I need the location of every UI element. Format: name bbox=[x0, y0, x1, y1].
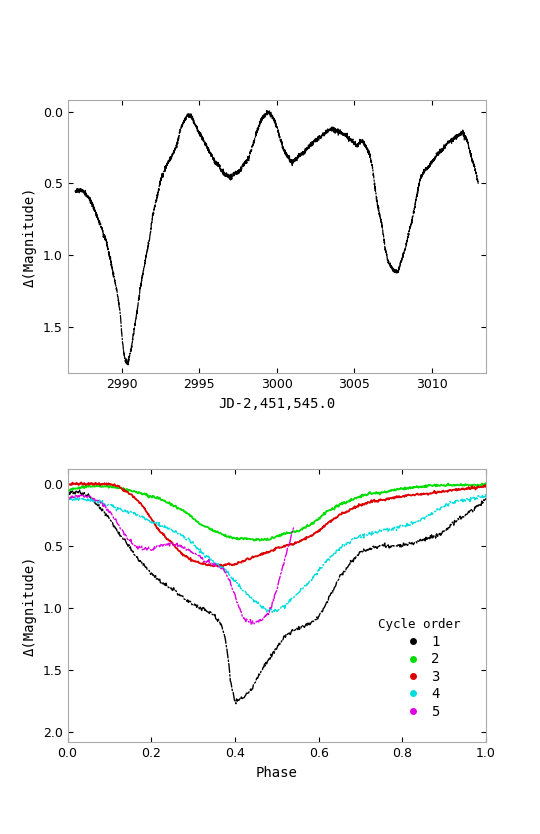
X-axis label: Phase: Phase bbox=[256, 766, 298, 780]
Y-axis label: Δ(Magnitude): Δ(Magnitude) bbox=[23, 555, 37, 656]
X-axis label: JD-2,451,545.0: JD-2,451,545.0 bbox=[218, 397, 335, 411]
Y-axis label: Δ(Magnitude): Δ(Magnitude) bbox=[23, 187, 37, 287]
Legend: 1, 2, 3, 4, 5: 1, 2, 3, 4, 5 bbox=[373, 613, 467, 725]
